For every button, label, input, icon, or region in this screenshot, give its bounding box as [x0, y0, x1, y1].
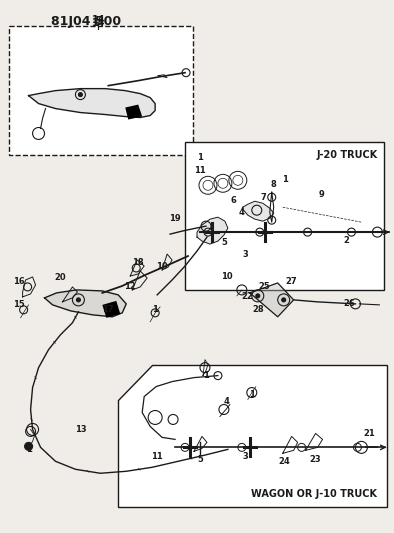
Circle shape: [76, 298, 80, 302]
Text: 14: 14: [91, 15, 105, 25]
Text: 10: 10: [221, 272, 233, 281]
Text: 27: 27: [286, 278, 297, 286]
FancyBboxPatch shape: [9, 26, 193, 156]
Text: 17: 17: [102, 305, 114, 314]
Text: 7: 7: [261, 193, 267, 202]
Text: 3: 3: [243, 452, 249, 461]
Text: 11: 11: [151, 452, 163, 461]
Text: 6: 6: [231, 196, 237, 205]
Polygon shape: [250, 283, 294, 317]
Text: 81J04 500: 81J04 500: [50, 15, 121, 28]
FancyBboxPatch shape: [185, 142, 384, 290]
Text: 4: 4: [239, 208, 245, 217]
Text: 20: 20: [55, 273, 66, 282]
Text: 10: 10: [156, 262, 168, 271]
Polygon shape: [29, 88, 155, 118]
Text: 1: 1: [282, 175, 288, 184]
Text: 28: 28: [252, 305, 264, 314]
Text: 26: 26: [344, 300, 355, 309]
Text: 5: 5: [197, 455, 203, 464]
Circle shape: [24, 442, 33, 450]
Text: 2: 2: [344, 236, 349, 245]
Polygon shape: [102, 301, 120, 318]
Text: 18: 18: [132, 257, 144, 266]
Text: 1: 1: [152, 305, 158, 314]
Text: 13: 13: [74, 425, 86, 434]
Text: J-20 TRUCK: J-20 TRUCK: [316, 150, 377, 160]
Text: 1: 1: [26, 445, 32, 454]
Text: 21: 21: [364, 429, 375, 438]
Text: 1: 1: [197, 153, 203, 162]
Text: 9: 9: [319, 190, 324, 199]
Text: 24: 24: [279, 457, 290, 466]
Text: 5: 5: [221, 238, 227, 247]
Circle shape: [282, 298, 286, 302]
Text: 1: 1: [203, 371, 209, 380]
Text: 3: 3: [243, 249, 249, 259]
Text: 8: 8: [271, 180, 277, 189]
Text: 25: 25: [258, 282, 269, 292]
Text: 19: 19: [169, 214, 181, 223]
Circle shape: [78, 93, 82, 96]
Text: 4: 4: [224, 397, 230, 406]
Text: 15: 15: [13, 301, 24, 309]
Text: 22: 22: [241, 293, 253, 301]
Text: 23: 23: [310, 455, 322, 464]
Text: 12: 12: [125, 282, 136, 292]
Polygon shape: [243, 201, 274, 221]
Polygon shape: [118, 365, 387, 507]
Text: WAGON OR J-10 TRUCK: WAGON OR J-10 TRUCK: [251, 489, 377, 499]
Polygon shape: [125, 104, 142, 119]
Text: 16: 16: [13, 278, 24, 286]
Circle shape: [256, 294, 260, 298]
Text: 14: 14: [91, 18, 105, 28]
Text: 1: 1: [249, 390, 255, 399]
Polygon shape: [45, 290, 126, 317]
Polygon shape: [197, 217, 228, 244]
Text: 11: 11: [194, 166, 206, 175]
